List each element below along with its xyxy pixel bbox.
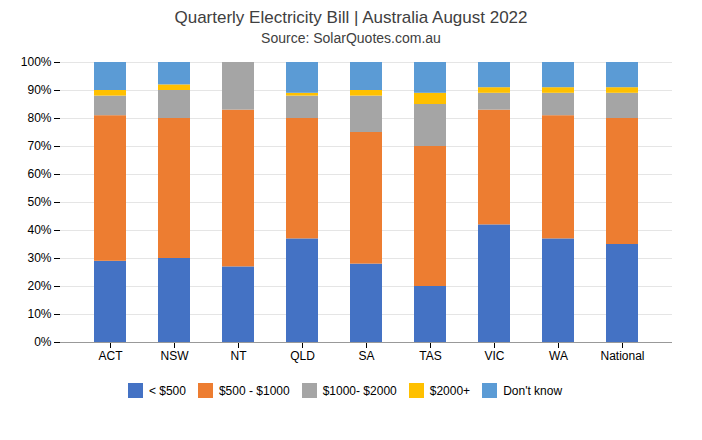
svg-text:National: National [600, 349, 644, 363]
svg-text:80%: 80% [27, 111, 51, 125]
svg-text:20%: 20% [27, 279, 51, 293]
svg-text:TAS: TAS [419, 349, 441, 363]
svg-text:50%: 50% [27, 195, 51, 209]
html-text:$1000- $2000: $1000- $2000 [322, 383, 397, 398]
svg-text:70%: 70% [27, 139, 51, 153]
svg-text:100%: 100% [21, 55, 52, 69]
html-text:< $500: < $500 [148, 383, 186, 398]
html-text:$2000+: $2000+ [429, 383, 471, 398]
svg-text:WA: WA [549, 349, 568, 363]
html-text:Source: SolarQuotes.com.au: Source: SolarQuotes.com.au [261, 30, 441, 46]
svg-text:90%: 90% [27, 83, 51, 97]
svg-text:60%: 60% [27, 167, 51, 181]
svg-text:30%: 30% [27, 251, 51, 265]
html-text:Don't know: Don't know [503, 383, 563, 398]
svg-text:VIC: VIC [484, 349, 504, 363]
svg-text:40%: 40% [27, 223, 51, 237]
svg-text:NT: NT [231, 349, 248, 363]
svg-text:0%: 0% [34, 335, 52, 349]
html-text:$500 - $1000: $500 - $1000 [218, 383, 290, 398]
svg-text:QLD: QLD [290, 349, 315, 363]
svg-text:ACT: ACT [99, 349, 124, 363]
html-text:Quarterly Electricity Bill | A: Quarterly Electricity Bill | Australia A… [174, 8, 528, 27]
svg-text:SA: SA [358, 349, 374, 363]
svg-text:NSW: NSW [161, 349, 190, 363]
svg-text:10%: 10% [27, 307, 51, 321]
